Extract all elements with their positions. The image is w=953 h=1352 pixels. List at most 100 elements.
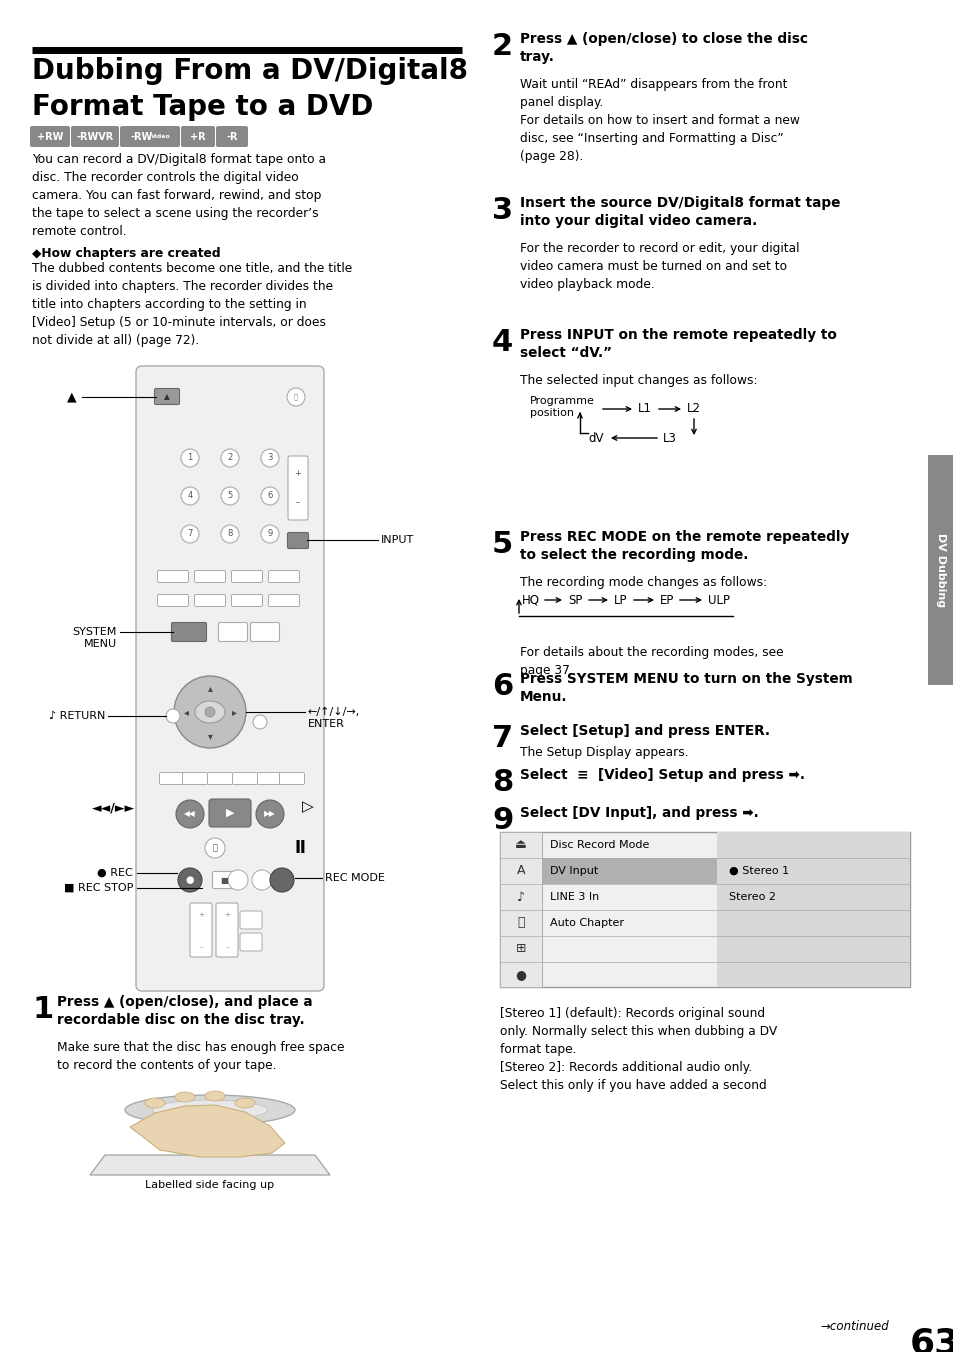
Text: ▶▶: ▶▶	[264, 810, 275, 818]
Polygon shape	[130, 1105, 285, 1157]
Text: Dubbing From a DV/Digital8: Dubbing From a DV/Digital8	[32, 57, 468, 85]
FancyBboxPatch shape	[215, 126, 248, 147]
FancyBboxPatch shape	[71, 126, 119, 147]
Text: +: +	[224, 913, 230, 918]
Circle shape	[173, 676, 246, 748]
Ellipse shape	[125, 1095, 294, 1125]
FancyBboxPatch shape	[268, 595, 299, 607]
FancyBboxPatch shape	[232, 571, 262, 583]
Text: 5: 5	[227, 492, 233, 500]
Text: 1: 1	[32, 995, 53, 1023]
Text: Press ▲ (open/close), and place a
recordable disc on the disc tray.: Press ▲ (open/close), and place a record…	[57, 995, 313, 1028]
Text: –: –	[225, 944, 229, 950]
FancyBboxPatch shape	[218, 622, 247, 641]
Text: ● Stereo 1: ● Stereo 1	[728, 867, 788, 876]
Text: -RW: -RW	[131, 132, 153, 142]
FancyBboxPatch shape	[288, 456, 308, 521]
Circle shape	[175, 800, 204, 827]
Text: Make sure that the disc has enough free space
to record the contents of your tap: Make sure that the disc has enough free …	[57, 1041, 344, 1072]
Text: ULP: ULP	[707, 594, 729, 607]
Text: ♪ RETURN: ♪ RETURN	[49, 711, 105, 721]
Ellipse shape	[152, 1101, 267, 1119]
Text: ♪: ♪	[517, 891, 524, 903]
Text: 7: 7	[492, 725, 513, 753]
Text: Format Tape to a DVD: Format Tape to a DVD	[32, 93, 373, 120]
FancyBboxPatch shape	[194, 571, 225, 583]
FancyBboxPatch shape	[120, 126, 180, 147]
Text: A: A	[517, 864, 525, 877]
Text: ▸: ▸	[232, 707, 236, 717]
Text: ▷: ▷	[302, 799, 314, 814]
FancyBboxPatch shape	[194, 595, 225, 607]
Text: +: +	[294, 469, 301, 477]
Text: The recording mode changes as follows:: The recording mode changes as follows:	[519, 576, 766, 589]
Circle shape	[253, 715, 267, 729]
Text: ◀◀: ◀◀	[184, 810, 195, 818]
Text: The selected input changes as follows:: The selected input changes as follows:	[519, 375, 757, 387]
Text: Select [DV Input], and press ➡.: Select [DV Input], and press ➡.	[519, 806, 758, 821]
Text: L3: L3	[662, 431, 677, 445]
Text: 2: 2	[227, 453, 233, 462]
Text: You can record a DV/Digital8 format tape onto a
disc. The recorder controls the : You can record a DV/Digital8 format tape…	[32, 153, 326, 238]
Text: L2: L2	[686, 403, 700, 415]
Circle shape	[181, 449, 199, 466]
Text: +: +	[198, 913, 204, 918]
Circle shape	[221, 449, 239, 466]
FancyBboxPatch shape	[215, 903, 237, 957]
Text: ▲: ▲	[68, 389, 77, 403]
Text: 9: 9	[267, 530, 273, 538]
Circle shape	[261, 487, 278, 506]
Circle shape	[166, 708, 180, 723]
Text: For details about the recording modes, see
page 37.: For details about the recording modes, s…	[519, 646, 782, 677]
Circle shape	[255, 800, 284, 827]
FancyBboxPatch shape	[157, 595, 189, 607]
Circle shape	[287, 388, 305, 406]
Circle shape	[205, 838, 225, 859]
FancyBboxPatch shape	[136, 366, 324, 991]
Ellipse shape	[145, 1098, 165, 1109]
Text: LP: LP	[614, 594, 627, 607]
Circle shape	[261, 525, 278, 544]
FancyBboxPatch shape	[213, 872, 235, 888]
FancyBboxPatch shape	[279, 772, 304, 784]
Circle shape	[181, 487, 199, 506]
Circle shape	[252, 869, 272, 890]
Circle shape	[178, 868, 202, 892]
Text: 1: 1	[187, 453, 193, 462]
Text: –: –	[295, 499, 300, 507]
FancyBboxPatch shape	[182, 772, 208, 784]
Text: -R: -R	[226, 132, 237, 142]
Text: ⏸: ⏸	[213, 844, 217, 853]
Text: ■: ■	[220, 876, 228, 884]
Text: Disc Record Mode: Disc Record Mode	[550, 840, 649, 850]
Text: +RW: +RW	[37, 132, 63, 142]
Text: Press SYSTEM MENU to turn on the System
Menu.: Press SYSTEM MENU to turn on the System …	[519, 672, 852, 704]
Text: HQ: HQ	[521, 594, 539, 607]
FancyBboxPatch shape	[240, 933, 262, 950]
Text: DV Input: DV Input	[550, 867, 598, 876]
Text: Select  ≡  [Video] Setup and press ➡.: Select ≡ [Video] Setup and press ➡.	[519, 768, 804, 781]
FancyBboxPatch shape	[251, 622, 279, 641]
Text: For the recorder to record or edit, your digital
video camera must be turned on : For the recorder to record or edit, your…	[519, 242, 799, 291]
Text: L1: L1	[638, 403, 651, 415]
Text: dV: dV	[587, 431, 603, 445]
Text: Labelled side facing up: Labelled side facing up	[145, 1180, 274, 1190]
Text: 🔒: 🔒	[517, 917, 524, 930]
Text: Press ▲ (open/close) to close the disc
tray.: Press ▲ (open/close) to close the disc t…	[519, 32, 807, 65]
Text: The dubbed contents become one title, and the title
is divided into chapters. Th: The dubbed contents become one title, an…	[32, 262, 352, 347]
Text: Wait until “REAd” disappears from the front
panel display.
For details on how to: Wait until “REAd” disappears from the fr…	[519, 78, 799, 164]
Ellipse shape	[205, 1091, 225, 1101]
Text: Ⅱ: Ⅱ	[294, 840, 306, 857]
Text: -RWVR: -RWVR	[76, 132, 113, 142]
Text: ▾: ▾	[208, 731, 213, 741]
Text: REC MODE: REC MODE	[325, 873, 384, 883]
FancyBboxPatch shape	[240, 911, 262, 929]
Text: 8: 8	[492, 768, 513, 796]
Text: 3: 3	[267, 453, 273, 462]
Text: 4: 4	[492, 329, 513, 357]
Circle shape	[228, 869, 248, 890]
Text: 3: 3	[492, 196, 513, 224]
FancyBboxPatch shape	[208, 772, 233, 784]
Text: ●: ●	[186, 875, 194, 886]
FancyBboxPatch shape	[157, 571, 189, 583]
